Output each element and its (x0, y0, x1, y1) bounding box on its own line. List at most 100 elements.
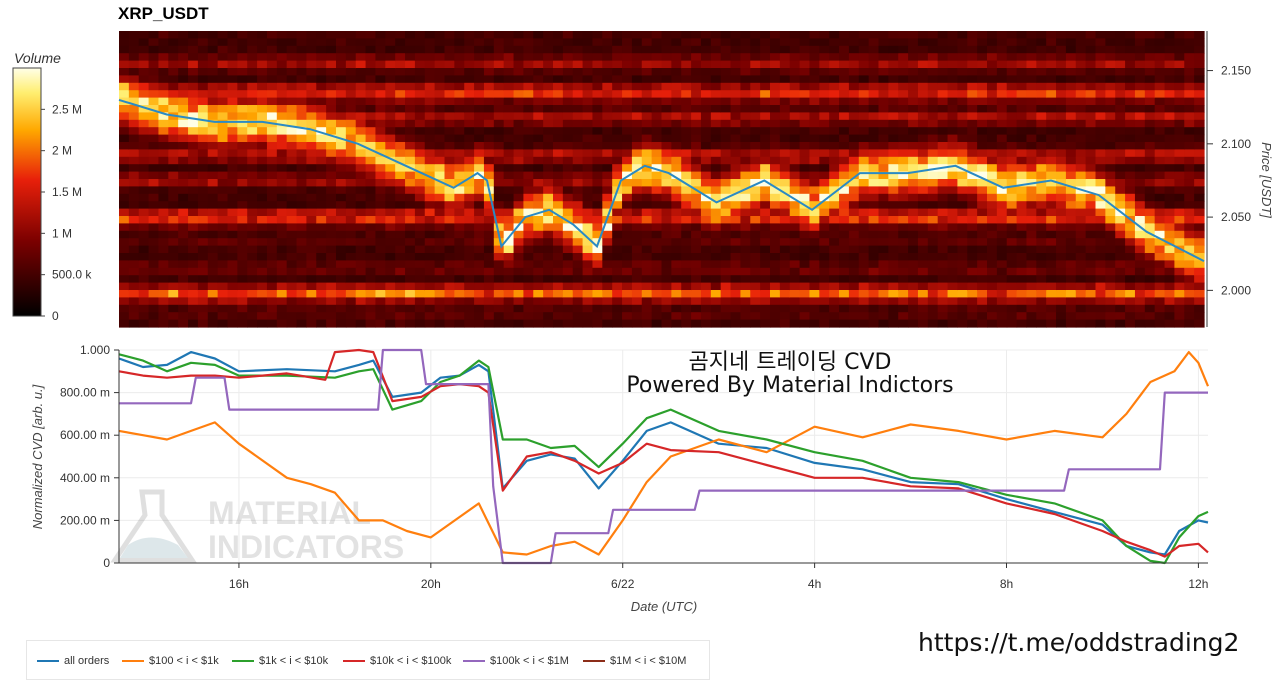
heatmap-cell (612, 75, 623, 84)
heatmap-cell (572, 275, 584, 284)
heatmap-cell (750, 38, 761, 47)
heatmap-cell (898, 245, 909, 254)
heatmap-cell (967, 119, 978, 128)
heatmap-cell (868, 38, 880, 47)
heatmap-cell (247, 260, 258, 269)
heatmap-cell (809, 223, 820, 232)
heatmap-cell (1026, 134, 1037, 143)
heatmap-cell (661, 208, 672, 217)
heatmap-cell (1105, 223, 1116, 232)
heatmap-cell (1105, 164, 1116, 173)
legend-item[interactable]: $100 < i < $1k (122, 655, 219, 667)
heatmap-cell (819, 297, 830, 306)
heatmap-cell (641, 60, 653, 69)
heatmap-cell (523, 223, 534, 232)
heatmap-cell (513, 134, 525, 143)
heatmap-cell (1046, 223, 1057, 232)
heatmap-cell (424, 186, 436, 195)
heatmap-cell (513, 171, 525, 180)
heatmap-cell (602, 31, 613, 39)
heatmap-cell (434, 60, 446, 69)
heatmap-cell (385, 275, 396, 284)
y-tick-label: 400.00 m (60, 471, 110, 485)
heatmap-cell (789, 156, 801, 165)
heatmap-cell (809, 60, 820, 69)
heatmap-cell (266, 112, 278, 121)
heatmap-cell (257, 164, 268, 173)
heatmap-cell (1125, 60, 1136, 69)
heatmap-cell (128, 193, 140, 202)
heatmap-cell (316, 156, 327, 165)
heatmap-cell (434, 119, 446, 128)
heatmap-cell (405, 142, 416, 150)
heatmap-cell (365, 253, 377, 261)
heatmap-cell (700, 164, 712, 173)
heatmap-cell (197, 90, 209, 99)
heatmap-cell (562, 253, 574, 261)
heatmap-cell (612, 201, 623, 210)
heatmap-cell (454, 38, 465, 47)
heatmap-cell (789, 201, 801, 210)
heatmap-cell (513, 290, 525, 298)
cvd-axis-label: Normalized CVD [arb. u.] (30, 384, 45, 529)
heatmap-cell (908, 97, 919, 106)
heatmap-cell (562, 127, 574, 136)
legend-item[interactable]: $1k < i < $10k (232, 655, 328, 667)
heatmap-cell (622, 275, 633, 284)
heatmap-cell (779, 312, 791, 321)
heatmap-cell (188, 82, 199, 91)
heatmap-cell (779, 223, 791, 232)
heatmap-cell (1174, 238, 1185, 247)
heatmap-cell (158, 260, 169, 269)
heatmap-cell (1164, 60, 1176, 69)
heatmap-cell (1194, 31, 1205, 39)
heatmap-cell (740, 149, 751, 158)
heatmap-cell (1105, 253, 1116, 261)
heatmap-cell (562, 105, 574, 113)
telegram-link[interactable]: https://t.me/oddstrading2 (918, 628, 1240, 657)
heatmap-cell (1036, 245, 1047, 254)
heatmap-cell (128, 60, 140, 69)
heatmap-cell (424, 245, 436, 254)
legend-item[interactable]: $10k < i < $100k (343, 655, 451, 667)
heatmap-cell (543, 38, 554, 47)
heatmap-cell (227, 275, 238, 284)
heatmap-cell (868, 82, 880, 91)
heatmap-cell (1144, 208, 1156, 217)
heatmap-cell (306, 297, 317, 306)
heatmap-cell (227, 31, 238, 39)
heatmap-cell (257, 267, 268, 276)
heatmap-cell (947, 142, 959, 150)
heatmap-cell (533, 230, 544, 239)
heatmap-cell (1056, 68, 1067, 76)
heatmap-cell (434, 282, 446, 291)
heatmap-cell (266, 97, 278, 106)
heatmap-cell (1006, 282, 1018, 291)
heatmap-cell (375, 90, 386, 99)
heatmap-cell (700, 60, 712, 69)
heatmap-cell (631, 216, 643, 224)
heatmap-cell (750, 31, 761, 39)
heatmap-cell (1105, 156, 1116, 165)
heatmap-cell (178, 267, 189, 276)
heatmap-cell (700, 201, 712, 210)
heatmap-cell (799, 112, 811, 121)
heatmap-cell (1174, 60, 1185, 69)
heatmap-cell (247, 112, 258, 121)
heatmap-cell (148, 127, 160, 136)
heatmap-cell (562, 201, 574, 210)
legend-item[interactable]: all orders (37, 655, 109, 667)
heatmap-cell (631, 319, 643, 328)
heatmap-cell (1134, 290, 1146, 298)
heatmap-cell (316, 60, 327, 69)
heatmap-cell (779, 208, 791, 217)
legend-item[interactable]: $1M < i < $10M (583, 655, 686, 667)
legend-item[interactable]: $100k < i < $1M (463, 655, 569, 667)
heatmap-cell (1046, 290, 1057, 298)
heatmap-cell (1174, 90, 1185, 99)
heatmap-cell (681, 282, 692, 291)
heatmap-cell (947, 245, 959, 254)
heatmap-cell (730, 319, 742, 328)
heatmap-cell (237, 38, 248, 47)
